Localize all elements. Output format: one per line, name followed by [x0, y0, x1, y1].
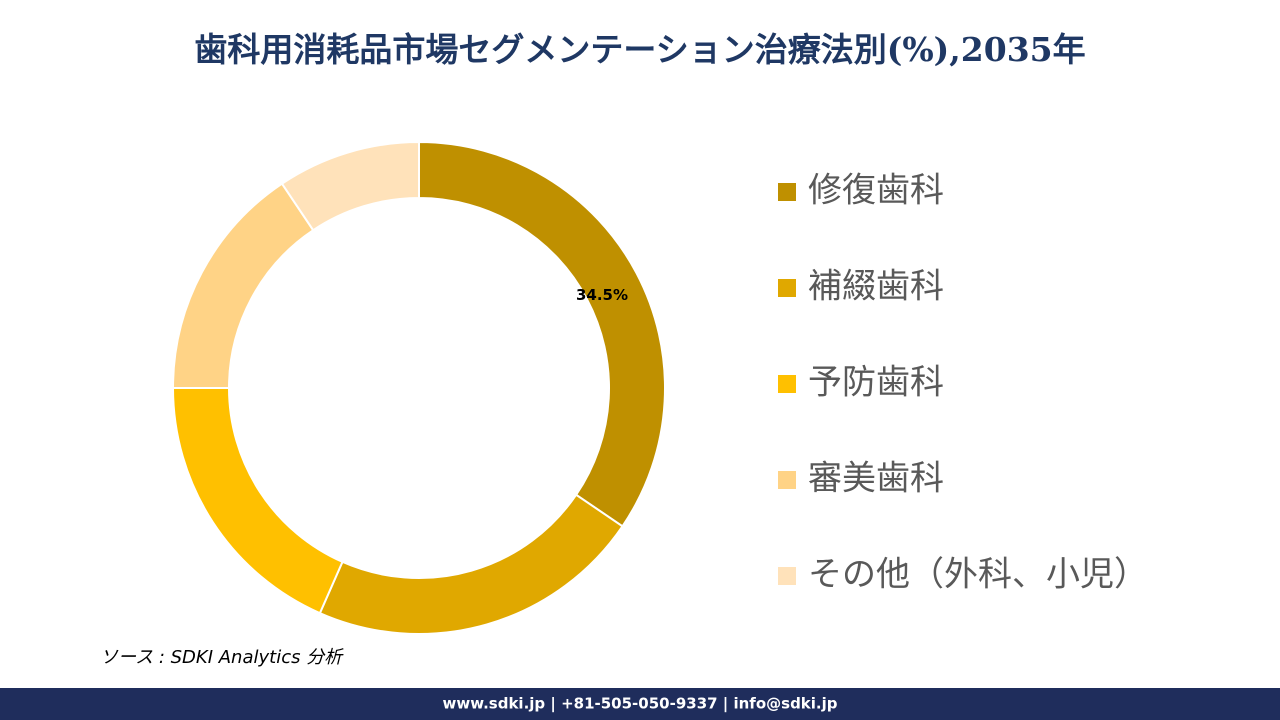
footer-bar — [0, 688, 1280, 720]
donut-segment — [280, 140, 420, 232]
legend-swatch — [778, 183, 796, 201]
legend-swatch — [778, 279, 796, 297]
legend-label: 補綴歯科 — [808, 267, 944, 307]
donut-segment — [171, 182, 315, 389]
footer-text: www.sdki.jp | +81-505-050-9337 | info@sd… — [442, 695, 837, 714]
legend-label: 修復歯科 — [808, 171, 944, 211]
chart-title: 歯科用消耗品市場セグメンテーション治療法別(%),2035年 — [194, 30, 1085, 69]
donut-segment — [318, 493, 624, 635]
donut-segment — [418, 140, 666, 528]
legend-label: 予防歯科 — [808, 363, 944, 403]
legend-swatch — [778, 375, 796, 393]
legend-swatch — [778, 471, 796, 489]
data-label: 34.5% — [576, 286, 628, 304]
source-note: ソース : SDKI Analytics 分析 — [100, 647, 344, 668]
legend-label: 審美歯科 — [808, 459, 944, 499]
legend-swatch — [778, 567, 796, 585]
donut-segment — [171, 387, 344, 615]
legend-label: その他（外科、小児） — [808, 555, 1148, 595]
